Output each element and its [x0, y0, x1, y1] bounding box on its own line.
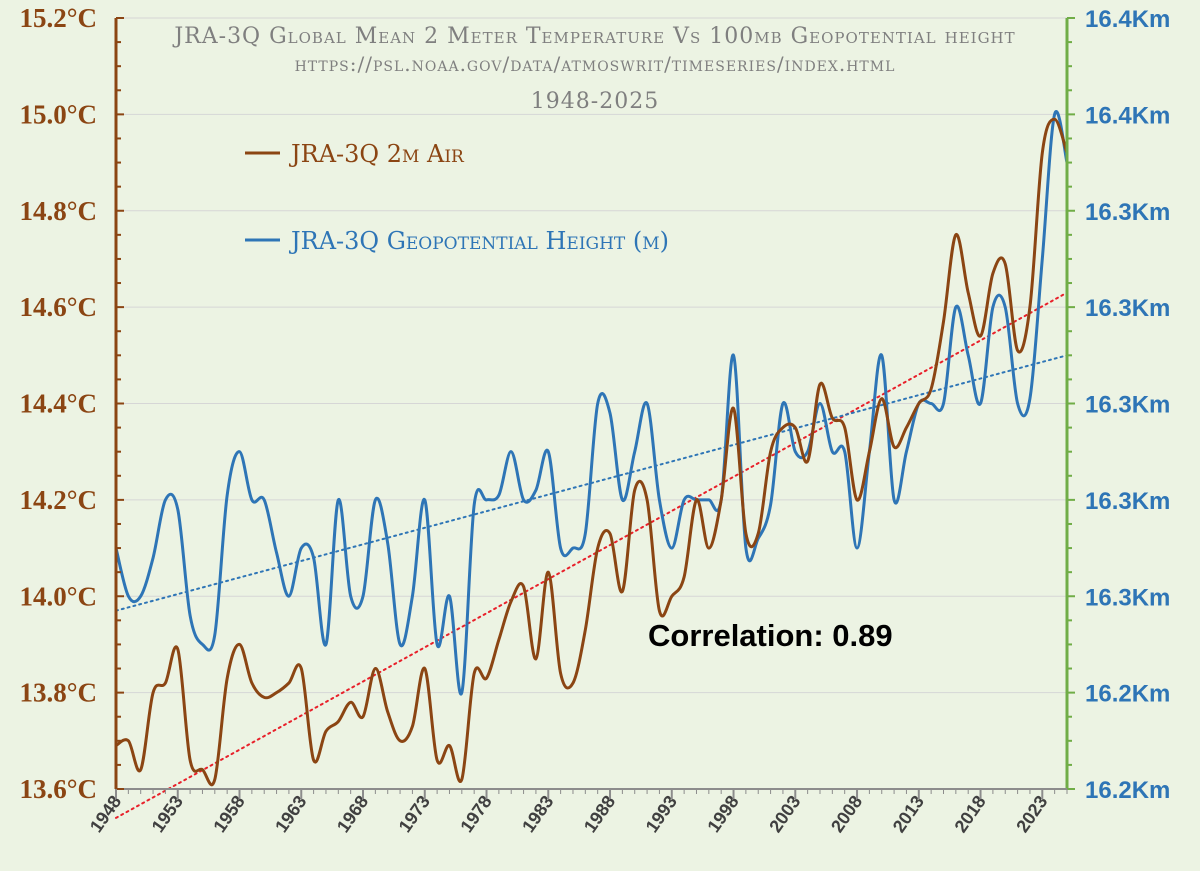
legend-label-geopotential: JRA-3Q Geopotential Height (m) [288, 227, 669, 255]
left-tick-label: 14.6°C [19, 292, 97, 322]
left-tick-label: 14.8°C [19, 196, 97, 226]
right-tick-label: 16.2Km [1085, 777, 1170, 804]
right-tick-label: 16.3Km [1085, 392, 1170, 419]
left-tick-label: 13.8°C [19, 678, 97, 708]
legend-label-2m-air: JRA-3Q 2m Air [288, 140, 465, 168]
correlation-annotation: Correlation: 0.89 [648, 618, 893, 653]
left-tick-label: 15.0°C [19, 99, 97, 129]
chart-subtitle: https://psl.noaa.gov/data/atmoswrit/time… [295, 52, 896, 76]
legend: JRA-3Q 2m Air JRA-3Q Geopotential Height… [245, 140, 669, 255]
series-line-2m-air [115, 117, 1069, 787]
trendline-2m-air [115, 291, 1068, 819]
left-tick-label: 14.4°C [19, 389, 97, 419]
right-tick-label: 16.4Km [1085, 6, 1170, 33]
chart-title: JRA-3Q Global Mean 2 Meter Temperature V… [172, 24, 1015, 49]
axes [114, 17, 1075, 799]
right-tick-label: 16.3Km [1085, 199, 1170, 226]
series-line-geopotential [114, 110, 1069, 696]
series-lines [114, 110, 1069, 787]
right-tick-label: 16.3Km [1085, 295, 1170, 322]
right-tick-label: 16.3Km [1085, 488, 1170, 515]
right-tick-label: 16.3Km [1085, 584, 1170, 611]
right-tick-label: 16.4Km [1085, 102, 1170, 129]
left-tick-label: 14.2°C [19, 485, 97, 515]
left-tick-label: 15.2°C [19, 3, 97, 33]
chart-period: 1948-2025 [531, 89, 659, 114]
right-tick-label: 16.2Km [1085, 681, 1170, 708]
left-tick-label: 13.6°C [19, 774, 97, 804]
left-tick-label: 14.0°C [19, 581, 97, 611]
